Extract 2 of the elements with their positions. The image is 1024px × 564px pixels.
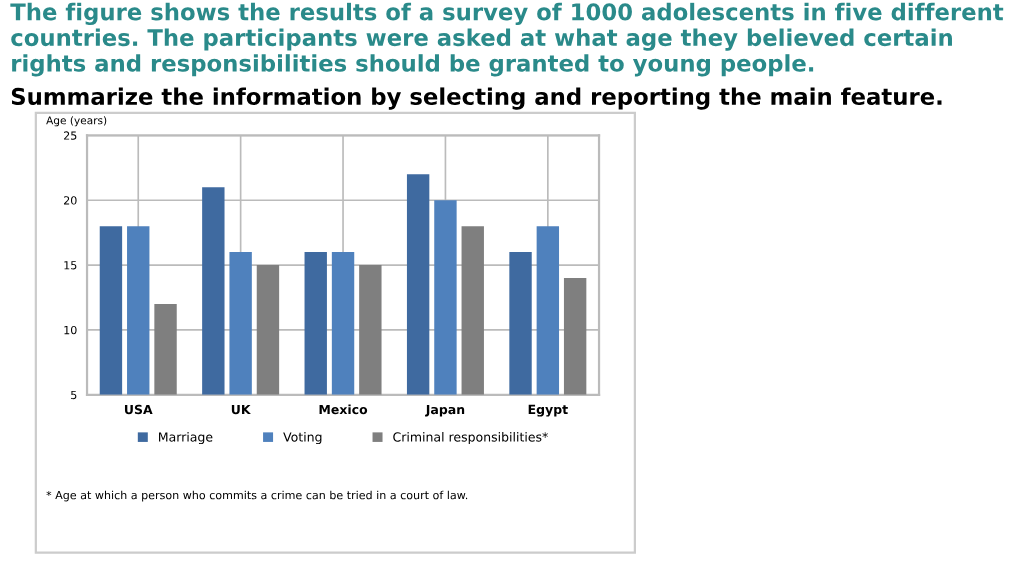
chart-title: The figure shows the results of a survey of 1000 adolescents in five different countries. The participants were asked at what age they believed certain rights and responsibilities should be granted to young people.: [10, 2, 1004, 77]
chart-subtitle: Summarize the information by selecting and reporting the main feature.: [11, 87, 942, 110]
